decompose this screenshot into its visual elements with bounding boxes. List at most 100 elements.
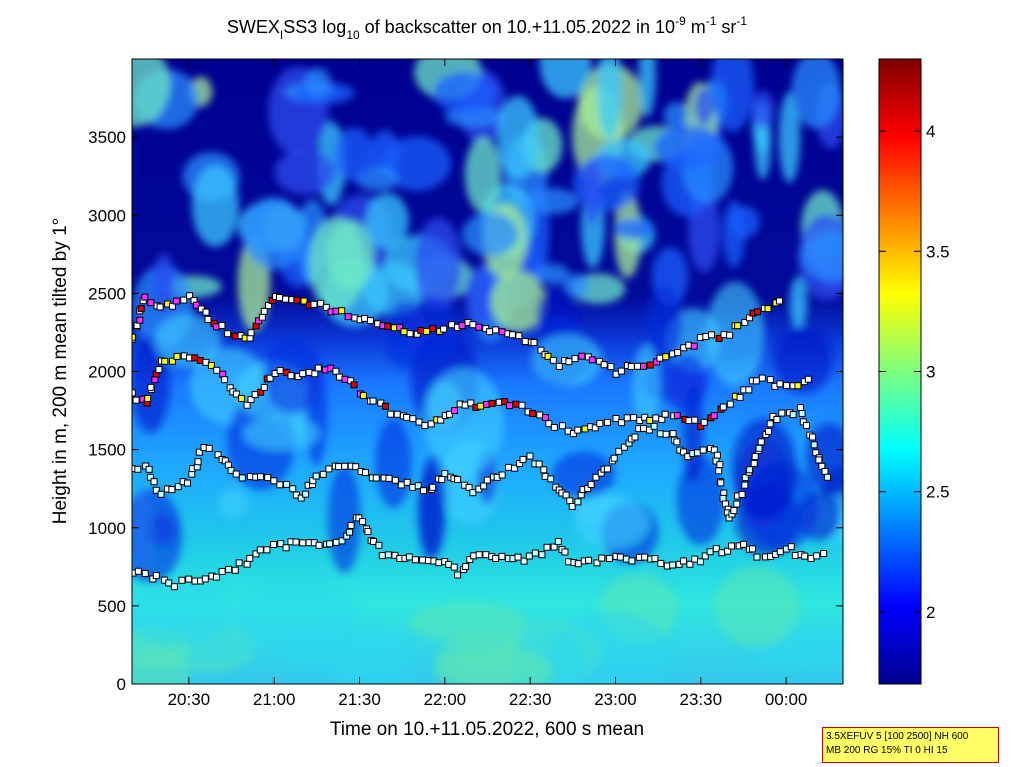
cloud-marker [501, 398, 509, 406]
cloud-marker [332, 367, 340, 375]
cloud-marker [592, 473, 600, 481]
backscatter-patch [153, 313, 222, 368]
cloud-marker [397, 481, 405, 489]
cloud-marker [512, 400, 520, 408]
cloud-marker [547, 475, 555, 483]
cloud-marker [260, 383, 268, 391]
backscatter-patch [304, 67, 331, 97]
cloud-marker [243, 560, 251, 568]
cloud-marker [335, 463, 343, 471]
cloud-marker [804, 375, 812, 383]
cloud-marker [196, 356, 204, 364]
backscatter-patch [646, 285, 683, 363]
backscatter-patch [327, 466, 361, 573]
cloud-marker [315, 541, 323, 549]
cloud-marker [346, 528, 354, 536]
cloud-marker [263, 546, 271, 554]
x-tick-label: 22:00 [424, 690, 467, 709]
cloud-marker [147, 299, 155, 307]
cloud-marker [603, 418, 611, 426]
cloud-marker [691, 416, 699, 424]
cloud-marker [429, 325, 437, 333]
cloud-marker [400, 328, 408, 336]
x-tick-label: 20:30 [168, 690, 211, 709]
cloud-marker [161, 357, 169, 365]
cloud-marker [492, 555, 500, 563]
backscatter-patch [714, 566, 801, 648]
cloud-marker [549, 356, 557, 364]
cloud-marker [600, 361, 608, 369]
cloud-marker [257, 473, 265, 481]
cloud-marker [519, 455, 527, 463]
cloud-marker [289, 485, 297, 493]
cloud-marker [185, 575, 193, 583]
cloud-marker [758, 374, 766, 382]
cloud-marker [421, 422, 429, 430]
cloud-marker [741, 481, 749, 489]
backscatter-patch [465, 266, 493, 329]
cloud-marker [713, 451, 721, 459]
cloud-marker [247, 329, 255, 337]
cloud-marker [733, 500, 741, 508]
cloud-marker [623, 414, 631, 422]
cloud-marker [628, 557, 636, 565]
cloud-marker [344, 313, 352, 321]
backscatter-patch [583, 160, 601, 226]
cloud-marker [662, 430, 670, 438]
cloud-marker [450, 563, 458, 571]
cloud-marker [141, 569, 149, 577]
colorbar-tick-label: 2.5 [926, 483, 950, 502]
backscatter-patch [789, 276, 808, 330]
cloud-marker [693, 449, 701, 457]
backscatter-patch [676, 455, 725, 546]
cloud-marker [415, 418, 423, 426]
backscatter-patch [729, 205, 760, 238]
cloud-marker [486, 328, 494, 336]
cloud-marker [469, 321, 477, 329]
backscatter-patch [597, 59, 622, 139]
cloud-marker [796, 404, 804, 412]
backscatter-patch [218, 488, 249, 519]
cloud-marker [317, 299, 325, 307]
cloud-marker [260, 307, 268, 315]
backscatter-patch [573, 154, 640, 212]
cloud-marker [809, 433, 817, 441]
cloud-marker [231, 566, 239, 574]
cloud-marker [369, 397, 377, 405]
cloud-marker [661, 410, 669, 418]
cloud-marker [287, 372, 295, 380]
backscatter-patch [132, 579, 232, 646]
cloud-marker [562, 491, 570, 499]
cloud-marker [531, 549, 539, 557]
cloud-marker [529, 410, 537, 418]
backscatter-patch [365, 192, 409, 250]
cloud-marker [178, 576, 186, 584]
cloud-marker [520, 557, 528, 565]
cloud-marker [783, 381, 791, 389]
cloud-marker [574, 560, 582, 568]
cloud-marker [352, 463, 360, 471]
cloud-marker [724, 547, 732, 555]
cloud-marker [618, 419, 626, 427]
cloud-marker [598, 554, 606, 562]
x-axis: 20:30 21:00 21:30 22:00 22:30 23:00 23:30 00:00 [168, 59, 807, 709]
cloud-marker [156, 303, 164, 311]
cloud-marker [641, 553, 649, 561]
cloud-marker [634, 362, 642, 370]
cloud-marker [578, 352, 586, 360]
x-tick-label: 21:30 [338, 690, 381, 709]
cloud-marker [366, 317, 374, 325]
cloud-marker [662, 353, 670, 361]
cloud-marker [462, 563, 470, 571]
cloud-marker [764, 305, 772, 313]
cloud-marker [252, 550, 260, 558]
cloud-marker [282, 295, 290, 303]
cloud-marker [726, 400, 734, 408]
info-box: 3.5XEFUV 5 [100 2500] NH 600 MB 200 RG 1… [822, 727, 999, 763]
cloud-marker [355, 514, 363, 522]
cloud-marker [813, 552, 821, 560]
cloud-marker [300, 297, 308, 305]
backscatter-patch [666, 353, 708, 415]
backscatter-patch [710, 59, 754, 132]
cloud-marker [812, 449, 820, 457]
